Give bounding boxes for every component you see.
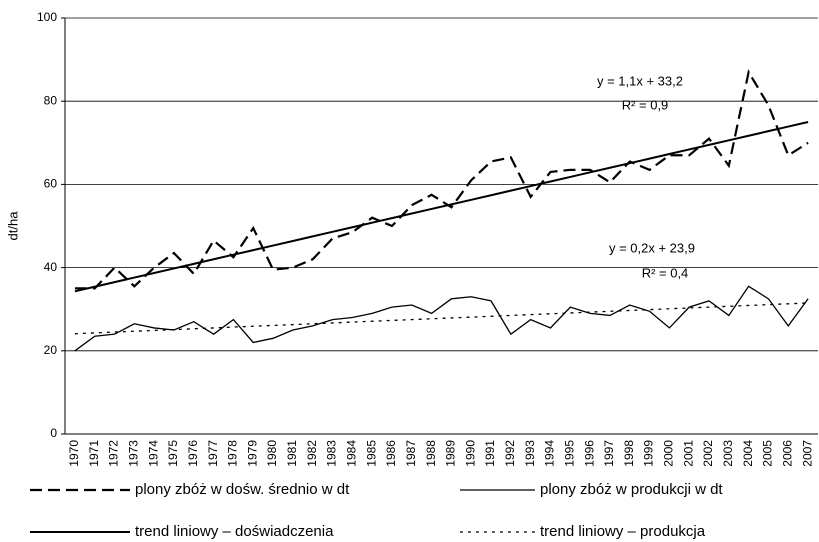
x-tick-label: 1996 [582, 440, 596, 467]
x-tick-label: 2005 [761, 440, 775, 467]
legend-label: plony zbóż w dośw. średnio w dt [135, 481, 350, 498]
x-tick-label: 1971 [87, 440, 101, 467]
series-line [74, 285, 809, 352]
x-tick-label: 2003 [721, 440, 735, 467]
x-tick-label: 1987 [404, 440, 418, 467]
x-tick-label: 2001 [681, 440, 695, 467]
x-tick-label: 1986 [384, 440, 398, 467]
series-line [74, 302, 809, 335]
x-tick-label: 1989 [444, 440, 458, 467]
x-tick-label: 1973 [127, 440, 141, 467]
x-tick-label: 2006 [780, 440, 794, 467]
x-tick-label: 1993 [523, 440, 537, 467]
x-tick-label: 1998 [622, 440, 636, 467]
x-tick-label: 2002 [701, 440, 715, 467]
x-tick-label: 1990 [463, 440, 477, 467]
y-tick-label: 0 [50, 426, 57, 440]
x-tick-label: 1977 [206, 440, 220, 467]
x-tick-label: 1981 [285, 440, 299, 467]
x-tick-label: 1992 [503, 440, 517, 467]
x-tick-label: 1995 [562, 440, 576, 467]
legend-label: plony zbóż w produkcji w dt [540, 481, 723, 498]
series-line [74, 69, 809, 290]
y-tick-label: 60 [44, 177, 58, 191]
x-tick-label: 2004 [741, 440, 755, 467]
x-tick-label: 1979 [245, 440, 259, 467]
x-tick-label: 1974 [146, 440, 160, 467]
annotation: y = 1,1x + 33,2 [597, 73, 683, 88]
x-tick-label: 1976 [186, 440, 200, 467]
x-tick-label: 1994 [543, 440, 557, 467]
x-tick-label: 1991 [483, 440, 497, 467]
x-tick-label: 1970 [67, 440, 81, 467]
y-axis-label: dt/ha [5, 211, 20, 241]
annotation: y = 0,2x + 23,9 [609, 240, 695, 255]
y-tick-label: 100 [37, 10, 57, 24]
x-tick-label: 1982 [305, 440, 319, 467]
x-tick-label: 1972 [107, 440, 121, 467]
x-tick-label: 1980 [265, 440, 279, 467]
legend-label: trend liniowy – doświadczenia [135, 523, 334, 540]
x-tick-label: 1978 [226, 440, 240, 467]
annotation: R² = 0,9 [622, 97, 669, 112]
x-tick-label: 2000 [662, 440, 676, 467]
x-tick-label: 1984 [345, 440, 359, 467]
x-tick-label: 1988 [424, 440, 438, 467]
y-tick-label: 40 [44, 260, 58, 274]
annotation: R² = 0,4 [642, 265, 689, 280]
y-tick-label: 20 [44, 343, 58, 357]
x-tick-label: 1983 [325, 440, 339, 467]
x-tick-label: 1997 [602, 440, 616, 467]
y-tick-label: 80 [44, 93, 58, 107]
series-line [74, 121, 809, 293]
x-tick-label: 1999 [642, 440, 656, 467]
x-tick-label: 2007 [800, 440, 814, 467]
legend-label: trend liniowy – produkcja [540, 523, 706, 540]
x-tick-label: 1975 [166, 440, 180, 467]
x-tick-label: 1985 [364, 440, 378, 467]
